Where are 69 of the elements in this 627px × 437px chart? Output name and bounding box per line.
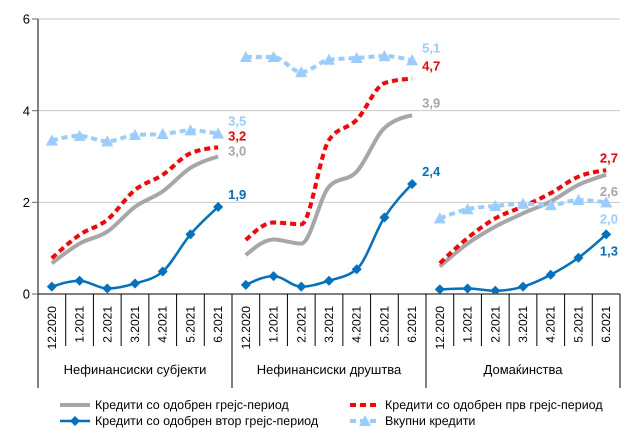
data-label: 3,9 <box>422 95 440 110</box>
x-tick-label: 4.2021 <box>350 306 364 343</box>
y-tick-label: 0 <box>22 286 30 302</box>
point <box>601 229 612 240</box>
text: Домаќинства <box>484 362 564 377</box>
point <box>434 212 446 224</box>
x-tick-label: 1.2021 <box>266 306 281 343</box>
legend-label: Кредити со одобрен втор грејс-период <box>95 414 318 428</box>
data-label: 3,0 <box>228 144 246 159</box>
point <box>268 271 279 282</box>
point <box>296 282 306 292</box>
point <box>324 276 334 286</box>
x-tick-label: 12.2020 <box>432 306 447 350</box>
point <box>102 284 112 294</box>
x-tick-label: 2.2021 <box>100 306 114 343</box>
legend-label: Кредити со одобрен грејс-период <box>95 398 289 412</box>
x-tick-label: 3.2021 <box>322 306 336 343</box>
point <box>185 229 196 240</box>
x-tick-label: 12.2020 <box>44 306 59 350</box>
data-label: 2,7 <box>600 150 618 166</box>
x-tick-label: 1.2021 <box>72 306 87 343</box>
x-tick-label: 6.2021 <box>405 306 420 343</box>
x-tick-label: 5.2021 <box>183 306 198 343</box>
point <box>434 284 445 294</box>
data-label: 5,1 <box>422 40 440 56</box>
point <box>240 280 251 290</box>
x-tick-label: 12.2020 <box>238 306 253 350</box>
data-label: 3,2 <box>228 128 246 144</box>
x-tick-label: 2.2021 <box>294 306 308 343</box>
point <box>489 200 502 211</box>
point <box>130 278 140 288</box>
data-label: 4,7 <box>422 58 440 74</box>
data-label: 1,9 <box>228 186 246 202</box>
legend-label: Вкупни кредити <box>385 414 476 428</box>
point <box>546 270 556 280</box>
legend-label: Кредити со одобрен прв грејс-период <box>385 398 603 412</box>
x-tick-label: 2.2021 <box>488 306 502 343</box>
point <box>572 194 584 206</box>
data-label: 2,0 <box>600 211 618 226</box>
point <box>352 264 362 274</box>
x-tick-label: 1.2021 <box>460 306 475 343</box>
data-label: 1,3 <box>600 243 618 258</box>
x-tick-label: 3.2021 <box>128 306 142 343</box>
point <box>490 286 500 294</box>
x-tick-label: 5.2021 <box>571 306 586 343</box>
data-label: 3,5 <box>228 114 246 129</box>
point <box>213 202 224 212</box>
y-tick-label: 6 <box>22 12 30 27</box>
data-label: 2,4 <box>422 164 441 179</box>
text: Нефинансиски субјекти <box>64 362 206 377</box>
x-tick-label: 4.2021 <box>544 306 558 343</box>
x-tick-label: 6.2021 <box>211 306 226 343</box>
text: Нефинансиски друштва <box>256 362 402 377</box>
point <box>462 203 474 214</box>
point <box>544 199 557 210</box>
y-tick-label: 4 <box>22 103 30 118</box>
point <box>573 252 584 263</box>
data-label: 2,6 <box>600 184 618 199</box>
point <box>74 276 85 286</box>
point <box>517 198 529 209</box>
point <box>158 266 168 277</box>
x-tick-label: 4.2021 <box>156 306 170 343</box>
y-tick-label: 2 <box>22 194 30 210</box>
x-tick-label: 6.2021 <box>599 306 614 343</box>
x-tick-label: 5.2021 <box>377 306 392 343</box>
point <box>518 282 528 292</box>
point <box>462 284 473 294</box>
x-tick-label: 3.2021 <box>516 306 530 343</box>
point <box>46 282 57 292</box>
